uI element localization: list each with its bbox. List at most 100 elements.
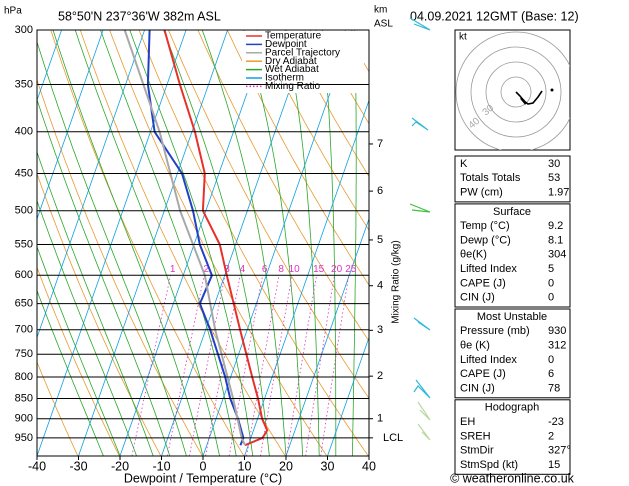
isotherm bbox=[161, 30, 311, 456]
legend-label: Dry Adiabat bbox=[265, 56, 317, 67]
wet-adiabat bbox=[163, 30, 270, 456]
x-tick-label: 20 bbox=[279, 459, 293, 473]
row-value: 0 bbox=[548, 354, 554, 366]
row-label: CAPE (J) bbox=[460, 277, 506, 289]
km-tick-label: 5 bbox=[377, 234, 383, 246]
dry-adiabat bbox=[256, 30, 369, 231]
km-tick-label: 3 bbox=[377, 324, 383, 336]
row-value: 53 bbox=[548, 172, 560, 184]
dry-adiabat bbox=[285, 30, 369, 178]
row-value: 9.2 bbox=[548, 220, 563, 232]
y-tick-label: 550 bbox=[15, 238, 33, 250]
isotherm bbox=[244, 99, 369, 456]
row-label: Lifted Index bbox=[460, 263, 517, 275]
dry-adiabat bbox=[610, 30, 629, 456]
isotherm bbox=[78, 30, 228, 456]
row-label: Totals Totals bbox=[460, 172, 521, 184]
km-tick-label: 6 bbox=[377, 185, 383, 197]
row-label: PW (cm) bbox=[460, 187, 503, 199]
row-value: 304 bbox=[548, 249, 566, 261]
row-value: 327° bbox=[548, 445, 571, 457]
row-value: 0 bbox=[548, 292, 554, 304]
wet-adiabat bbox=[284, 30, 320, 456]
asl-label: ASL bbox=[374, 19, 393, 30]
block-title: Most Unstable bbox=[477, 311, 547, 323]
km-tick-label: 4 bbox=[377, 280, 383, 292]
x-tick-label: 30 bbox=[321, 459, 335, 473]
row-label: CIN (J) bbox=[460, 382, 495, 394]
x-tick-label: 0 bbox=[200, 459, 207, 473]
row-value: 1.97 bbox=[548, 187, 569, 199]
barb bbox=[413, 317, 431, 331]
mixing-ratio-line bbox=[320, 275, 350, 456]
legend-label: Parcel Trajectory bbox=[265, 47, 340, 58]
isotherm bbox=[37, 30, 187, 456]
row-label: SREH bbox=[460, 430, 491, 442]
isotherm bbox=[37, 30, 145, 339]
block-title: Surface bbox=[493, 206, 531, 218]
x-tick-label: -10 bbox=[152, 459, 170, 473]
hodo-ring bbox=[470, 46, 562, 138]
km-tick-label: 2 bbox=[377, 370, 383, 382]
row-value: 5 bbox=[548, 263, 554, 275]
block-title: Hodograph bbox=[485, 402, 539, 414]
wet-adiabat bbox=[243, 30, 303, 456]
date: 04.09.2021 12GMT (Base: 12) bbox=[410, 9, 579, 23]
x-tick-label: -20 bbox=[111, 459, 129, 473]
row-label: Lifted Index bbox=[460, 354, 517, 366]
row-value: 78 bbox=[548, 382, 560, 394]
barb bbox=[417, 401, 431, 421]
hodograph-unit: kt bbox=[459, 32, 467, 43]
mixing-ratio-label: 25 bbox=[345, 264, 357, 275]
row-label: θe (K) bbox=[460, 340, 490, 352]
row-label: StmSpd (kt) bbox=[460, 459, 518, 471]
legend-label: Mixing Ratio bbox=[265, 81, 320, 92]
km-label: km bbox=[374, 5, 387, 16]
hodo-storm bbox=[520, 97, 527, 105]
x-tick-label: -40 bbox=[28, 459, 46, 473]
chart-title: 58°50'N 237°36'W 382m ASL bbox=[58, 9, 221, 23]
y-tick-label: 750 bbox=[15, 348, 33, 360]
row-label: EH bbox=[460, 416, 475, 428]
mixing-ratio-label: 15 bbox=[313, 264, 325, 275]
legend-label: Wet Adiabat bbox=[265, 64, 319, 75]
hodograph: kt 40 30 bbox=[454, 29, 571, 151]
y-tick-label: 600 bbox=[15, 269, 33, 281]
mixing-ratio-label: 2 bbox=[204, 264, 210, 275]
barb bbox=[417, 423, 431, 441]
km-tick-label: 1 bbox=[377, 413, 383, 425]
barb bbox=[413, 379, 431, 399]
wet-adiabat bbox=[321, 30, 337, 456]
y-tick-label: 850 bbox=[15, 392, 33, 404]
isotherm bbox=[37, 30, 104, 221]
row-label: StmDir bbox=[460, 445, 494, 457]
index-table: K 30 Totals Totals 53 PW (cm) 1.97 Surface Temp… bbox=[454, 155, 571, 475]
mixing-ratio-line bbox=[305, 275, 335, 456]
mixing-ratio-label: 6 bbox=[262, 264, 268, 275]
isotherm bbox=[119, 30, 270, 456]
y-tick-label: 350 bbox=[15, 78, 33, 90]
km-tick-label: 7 bbox=[377, 138, 383, 150]
row-value: 930 bbox=[548, 325, 566, 337]
row-value: 15 bbox=[548, 459, 560, 471]
legend-box bbox=[242, 31, 364, 93]
dry-adiabat bbox=[580, 30, 629, 456]
row-value: 8.1 bbox=[548, 234, 563, 246]
mixing-ratio-label: 10 bbox=[289, 264, 301, 275]
row-label: θe(K) bbox=[460, 249, 487, 261]
barb bbox=[411, 117, 429, 131]
row-label: CIN (J) bbox=[460, 292, 495, 304]
row-label: Pressure (mb) bbox=[460, 325, 530, 337]
lcl-label: LCL bbox=[383, 432, 403, 444]
y-tick-label: 300 bbox=[15, 24, 33, 36]
isotherm bbox=[202, 30, 353, 456]
x-axis-label: Dewpoint / Temperature (°C) bbox=[124, 471, 282, 485]
profile-line bbox=[123, 30, 246, 446]
mixing-ratio-label: 4 bbox=[240, 264, 246, 275]
legend-label: Dewpoint bbox=[265, 39, 307, 50]
x-tick-label: -30 bbox=[69, 459, 87, 473]
table-block bbox=[454, 308, 571, 399]
table-block bbox=[454, 399, 571, 475]
y-tick-label: 500 bbox=[15, 205, 33, 217]
